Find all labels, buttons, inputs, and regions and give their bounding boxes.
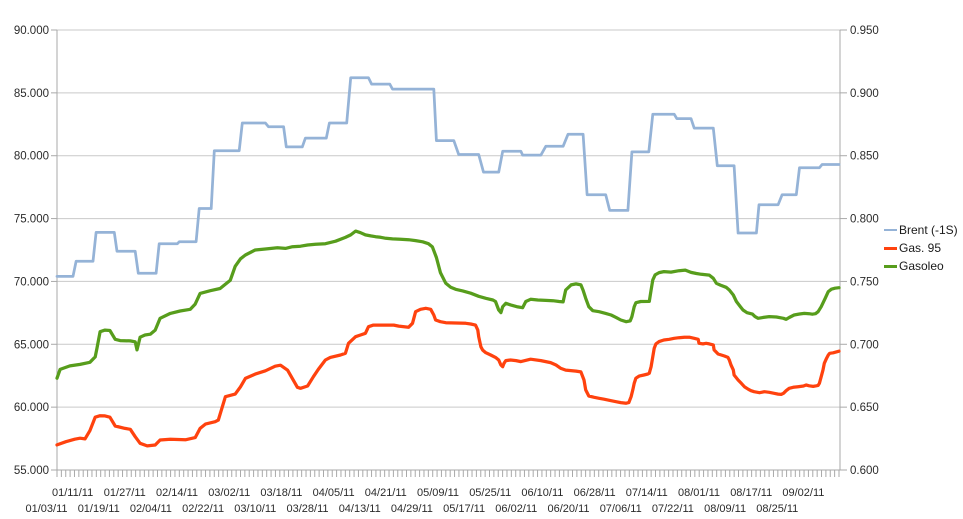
x-axis-label: 03/18/11 [260,487,302,499]
x-axis-label: 01/19/11 [78,503,120,515]
right-axis-label: 0.600 [850,465,879,477]
x-axis-label: 08/17/11 [730,487,772,499]
series-line-gasoleo[interactable] [55,229,841,380]
legend-label-gas-95: Gas. 95 [899,241,942,255]
x-axis-label: 06/10/11 [521,487,563,499]
x-axis-label: 02/22/11 [182,503,224,515]
series-line-gas-95[interactable] [55,306,841,448]
x-axis-label: 05/17/11 [443,503,485,515]
legend-label-brent-1s: Brent (-1S) [899,223,958,237]
x-axis-label: 02/14/11 [156,487,198,499]
legend-swatch-gasoleo [884,264,897,268]
legend-item-gas-95[interactable]: Gas. 95 [884,239,958,257]
legend-item-gasoleo[interactable]: Gasoleo [884,257,958,275]
x-axis-label: 06/20/11 [547,503,589,515]
legend-swatch-gas-95 [884,246,897,250]
right-axis-label: 0.700 [850,339,879,351]
series-line-brent-1s[interactable] [55,76,841,278]
x-axis-label: 01/27/11 [104,487,146,499]
left-axis-label: 80.000 [14,151,49,163]
x-axis-label: 01/11/11 [52,487,93,499]
right-axis-label: 0.750 [850,276,879,288]
x-axis-label: 08/25/11 [756,503,798,515]
left-axis-label: 60.000 [14,402,49,414]
right-axis-label: 0.650 [850,402,879,414]
legend-swatch-brent-1s [884,229,897,231]
x-axis-label: 09/02/11 [782,487,824,499]
x-axis-label: 04/29/11 [391,503,433,515]
x-axis-label: 05/09/11 [417,487,459,499]
x-axis-label: 03/10/11 [234,503,276,515]
legend-label-gasoleo: Gasoleo [899,259,944,273]
x-axis-label: 04/05/11 [313,487,355,499]
left-axis-label: 70.000 [14,276,49,288]
x-axis-label: 04/13/11 [339,503,381,515]
right-axis-label: 0.950 [850,25,879,37]
x-axis-label: 03/02/11 [208,487,250,499]
left-axis-label: 65.000 [14,339,49,351]
x-axis-label: 07/22/11 [652,503,694,515]
left-axis-label: 85.000 [14,88,49,100]
legend: Brent (-1S) Gas. 95 Gasoleo [884,221,958,275]
x-axis-label: 02/04/11 [130,503,172,515]
x-axis-label: 07/06/11 [600,503,642,515]
x-axis-label: 01/03/11 [25,503,67,515]
x-axis-label: 07/14/11 [626,487,668,499]
x-axis-label: 03/28/11 [286,503,328,515]
right-axis-label: 0.900 [850,88,879,100]
left-axis-label: 75.000 [14,214,49,226]
x-axis-label: 05/25/11 [469,487,511,499]
left-axis-label: 55.000 [14,465,49,477]
x-axis-label: 08/09/11 [704,503,746,515]
x-axis-label: 08/01/11 [678,487,720,499]
left-axis-label: 90.000 [14,25,49,37]
right-axis-label: 0.800 [850,214,879,226]
x-axis-label: 06/28/11 [574,487,616,499]
legend-item-brent-1s[interactable]: Brent (-1S) [884,221,958,239]
x-axis-label: 04/21/11 [365,487,407,499]
right-axis-label: 0.850 [850,151,879,163]
x-axis-label: 06/02/11 [495,503,537,515]
